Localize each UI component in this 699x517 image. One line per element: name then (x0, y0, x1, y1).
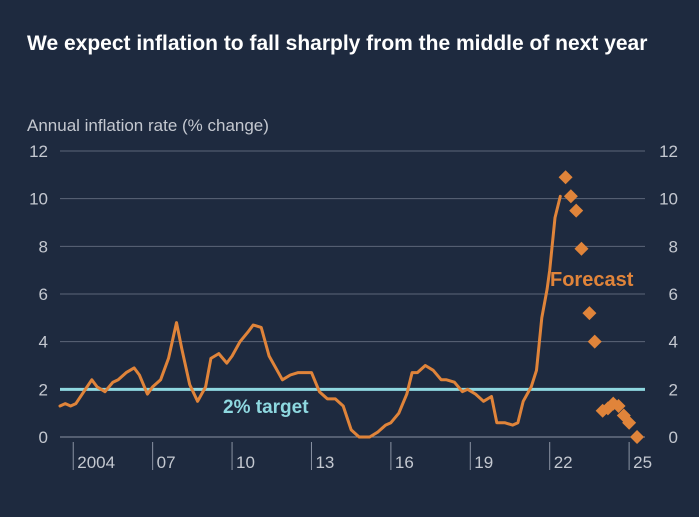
y-tick-label-left: 6 (39, 285, 48, 304)
forecast-point (563, 189, 578, 204)
x-tick-label: 16 (395, 453, 414, 472)
y-tick-label-left: 4 (39, 333, 48, 352)
forecast-point (622, 415, 637, 430)
x-tick-label: 2004 (77, 453, 115, 472)
y-tick-label-right: 2 (669, 380, 678, 399)
y-tick-label-right: 4 (669, 333, 678, 352)
y-tick-label-right: 10 (659, 190, 678, 209)
y-tick-label-left: 10 (29, 190, 48, 209)
x-tick-label: 25 (633, 453, 652, 472)
y-tick-label-left: 8 (39, 237, 48, 256)
x-tick-label: 07 (157, 453, 176, 472)
x-tick-label: 13 (315, 453, 334, 472)
x-tick-label: 22 (554, 453, 573, 472)
y-tick-label-right: 0 (669, 428, 678, 447)
forecast-point (569, 203, 584, 218)
series-layer (58, 170, 645, 444)
y-tick-label-left: 12 (29, 142, 48, 161)
chart-title: We expect inflation to fall sharply from… (27, 32, 648, 55)
forecast-point (630, 430, 645, 444)
y-tick-label-left: 2 (39, 380, 48, 399)
inflation-line (58, 194, 562, 439)
forecast-point (574, 241, 589, 256)
forecast-point (582, 306, 597, 321)
y-axis-label: Annual inflation rate (% change) (27, 116, 269, 135)
y-tick-label-left: 0 (39, 428, 48, 447)
target-label: 2% target (223, 397, 309, 418)
x-tick-label: 10 (236, 453, 255, 472)
forecast-point (611, 399, 626, 414)
forecast-label: Forecast (550, 269, 634, 291)
y-tick-label-right: 8 (669, 237, 678, 256)
x-tick-label: 19 (474, 453, 493, 472)
y-tick-label-right: 6 (669, 285, 678, 304)
y-tick-label-right: 12 (659, 142, 678, 161)
forecast-point (558, 170, 573, 185)
forecast-point (587, 334, 602, 349)
